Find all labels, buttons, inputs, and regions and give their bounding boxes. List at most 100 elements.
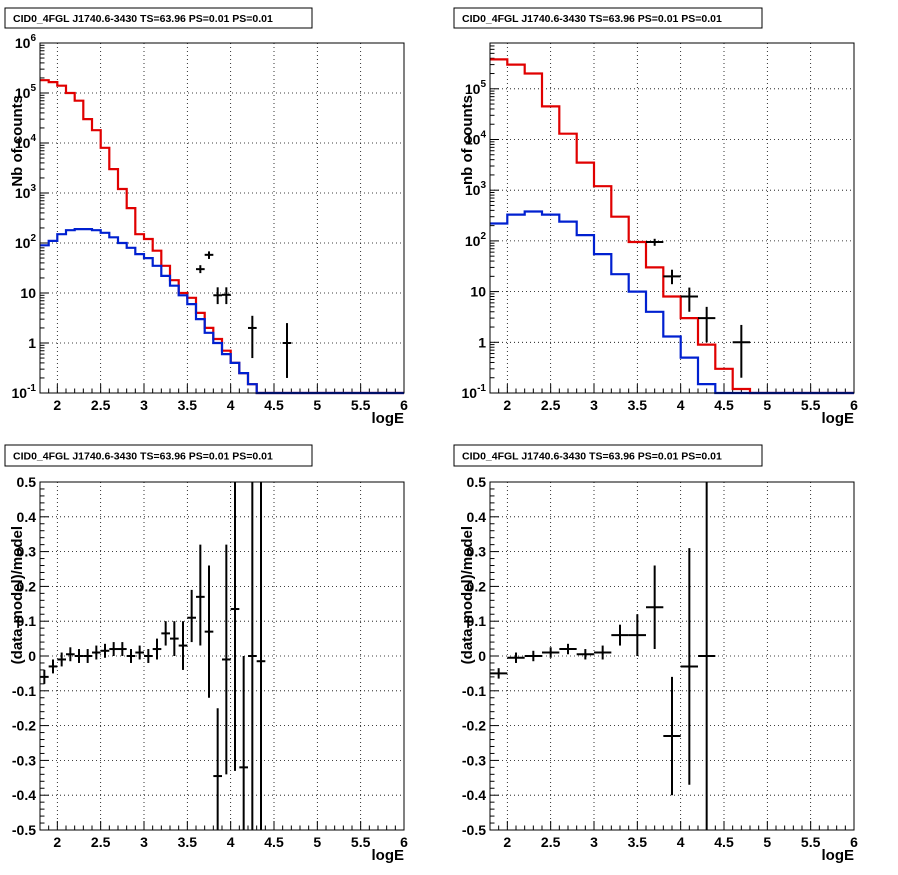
x-tick-label: 3.5 (178, 834, 198, 850)
data-point (680, 287, 698, 312)
data-point (646, 565, 664, 650)
data-point (239, 656, 248, 830)
y-tick-label: 102 (465, 231, 487, 249)
x-tick-label: 4.5 (264, 834, 284, 850)
x-tick-label: 3.5 (628, 834, 648, 850)
x-tick-label: 2 (503, 834, 511, 850)
y-tick-label: 0.5 (17, 474, 37, 490)
y-tick-label: -0.2 (462, 718, 486, 734)
y-tick-label: 10 (470, 284, 486, 300)
data-point (663, 269, 681, 285)
x-axis-label: logE (822, 847, 855, 864)
data-point (204, 251, 214, 259)
y-tick-label: -0.1 (462, 683, 486, 699)
data-point (698, 306, 716, 343)
y-tick-label: 0.3 (17, 544, 37, 560)
data-point (144, 649, 153, 663)
data-point (196, 265, 205, 274)
x-tick-label: 2.5 (541, 397, 561, 413)
y-tick-label: 0.2 (467, 578, 487, 594)
y-axis-label: (data-model)/model (459, 526, 476, 664)
data-point (48, 659, 58, 674)
y-tick-label: 105 (15, 83, 37, 101)
y-tick-label: 0 (28, 648, 36, 664)
data-point (663, 676, 681, 796)
data-point (507, 652, 525, 663)
x-tick-label: 5 (313, 834, 321, 850)
x-tick-label: 6 (400, 397, 408, 413)
y-tick-label: 103 (15, 183, 37, 201)
y-tick-label: 0 (478, 648, 486, 664)
y-tick-label: -0.5 (12, 822, 36, 838)
y-tick-label: 0.5 (467, 474, 487, 490)
title-box (4, 7, 313, 29)
x-tick-label: 5.5 (351, 834, 371, 850)
total-model-histogram (490, 58, 854, 395)
data-point (118, 642, 127, 656)
y-tick-label: -0.4 (12, 787, 36, 803)
chart-title: CID0_4FGL J1740.6-3430 TS=63.96 PS=0.01 … (462, 13, 722, 25)
data-point (74, 649, 84, 663)
chart-title: CID0_4FGL J1740.6-3430 TS=63.96 PS=0.01 … (13, 451, 273, 463)
y-tick-label: 0.2 (17, 578, 37, 594)
y-tick-label: 0.4 (467, 509, 487, 525)
data-point (204, 565, 214, 698)
y-axis-label: (data-model)/model (9, 526, 26, 664)
y-tick-label: 10-1 (462, 383, 487, 401)
y-tick-label: 0.3 (467, 544, 487, 560)
data-point (196, 544, 205, 646)
data-point (628, 614, 646, 656)
y-tick-label: 102 (15, 233, 37, 251)
data-point (109, 642, 118, 656)
data-point (222, 287, 231, 305)
x-tick-label: 2 (53, 834, 61, 850)
data-point (490, 668, 508, 679)
y-tick-label: -0.3 (12, 752, 36, 768)
chart-title: CID0_4FGL J1740.6-3430 TS=63.96 PS=0.01 … (13, 13, 273, 25)
y-tick-label: 104 (15, 133, 37, 151)
data-point (152, 638, 162, 660)
x-tick-label: 6 (400, 834, 408, 850)
data-point (135, 645, 144, 660)
y-tick-label: 0.4 (17, 509, 37, 525)
data-point (646, 238, 664, 246)
x-axis-label: logE (372, 410, 405, 427)
data-point (282, 323, 292, 378)
y-tick-label: 10-1 (12, 383, 37, 401)
data-point (611, 624, 629, 646)
data-point (230, 482, 240, 771)
plot-frame (489, 42, 855, 394)
data-point (170, 621, 179, 656)
plot-frame (39, 481, 405, 831)
x-tick-label: 4 (677, 397, 685, 413)
data-point (222, 544, 231, 775)
data-point (732, 324, 750, 378)
title-box (453, 444, 763, 467)
data-point (161, 621, 170, 646)
y-tick-label: 1 (478, 334, 486, 350)
data-point (248, 482, 257, 830)
y-tick-label: -0.4 (462, 787, 486, 803)
data-point (92, 645, 101, 660)
x-tick-label: 5 (763, 397, 771, 413)
data-point (100, 643, 110, 658)
x-tick-label: 3 (140, 834, 148, 850)
data-point (187, 589, 196, 643)
x-tick-label: 2 (503, 397, 511, 413)
x-tick-label: 4.5 (264, 397, 284, 413)
data-point (66, 647, 75, 662)
x-tick-label: 3.5 (178, 397, 198, 413)
x-axis-label: logE (822, 410, 855, 427)
data-point (57, 652, 66, 667)
y-tick-label: 106 (15, 33, 37, 51)
x-tick-label: 3 (590, 834, 598, 850)
x-axis-label: logE (372, 847, 405, 864)
data-point (256, 482, 266, 830)
x-tick-label: 6 (850, 834, 858, 850)
data-point (594, 645, 612, 660)
x-tick-label: 5 (763, 834, 771, 850)
x-tick-label: 6 (850, 397, 858, 413)
y-axis-label: nb of counts (459, 95, 476, 185)
x-tick-label: 5.5 (801, 834, 821, 850)
